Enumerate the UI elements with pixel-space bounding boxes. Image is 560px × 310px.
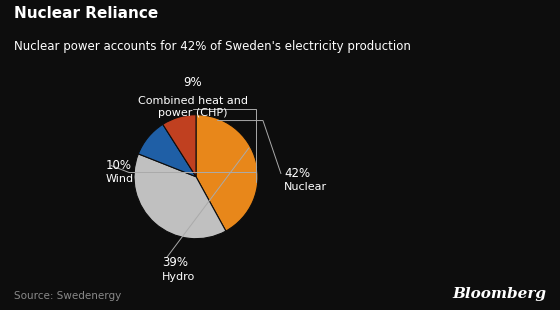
Text: 39%: 39%	[162, 256, 188, 269]
Text: Nuclear Reliance: Nuclear Reliance	[14, 6, 158, 21]
Text: 42%: 42%	[284, 167, 310, 180]
Text: Hydro: Hydro	[162, 272, 195, 281]
Wedge shape	[163, 115, 196, 177]
Text: Wind: Wind	[106, 174, 134, 184]
Wedge shape	[138, 124, 196, 177]
Wedge shape	[196, 115, 258, 231]
Text: Combined heat and
power (CHP): Combined heat and power (CHP)	[138, 96, 248, 118]
Text: Bloomberg: Bloomberg	[452, 287, 546, 301]
Wedge shape	[134, 154, 226, 239]
Text: Nuclear: Nuclear	[284, 182, 327, 192]
Text: 9%: 9%	[184, 76, 202, 89]
Text: Source: Swedenergy: Source: Swedenergy	[14, 291, 122, 301]
Text: Nuclear power accounts for 42% of Sweden's electricity production: Nuclear power accounts for 42% of Sweden…	[14, 40, 411, 53]
Text: 10%: 10%	[106, 159, 132, 172]
